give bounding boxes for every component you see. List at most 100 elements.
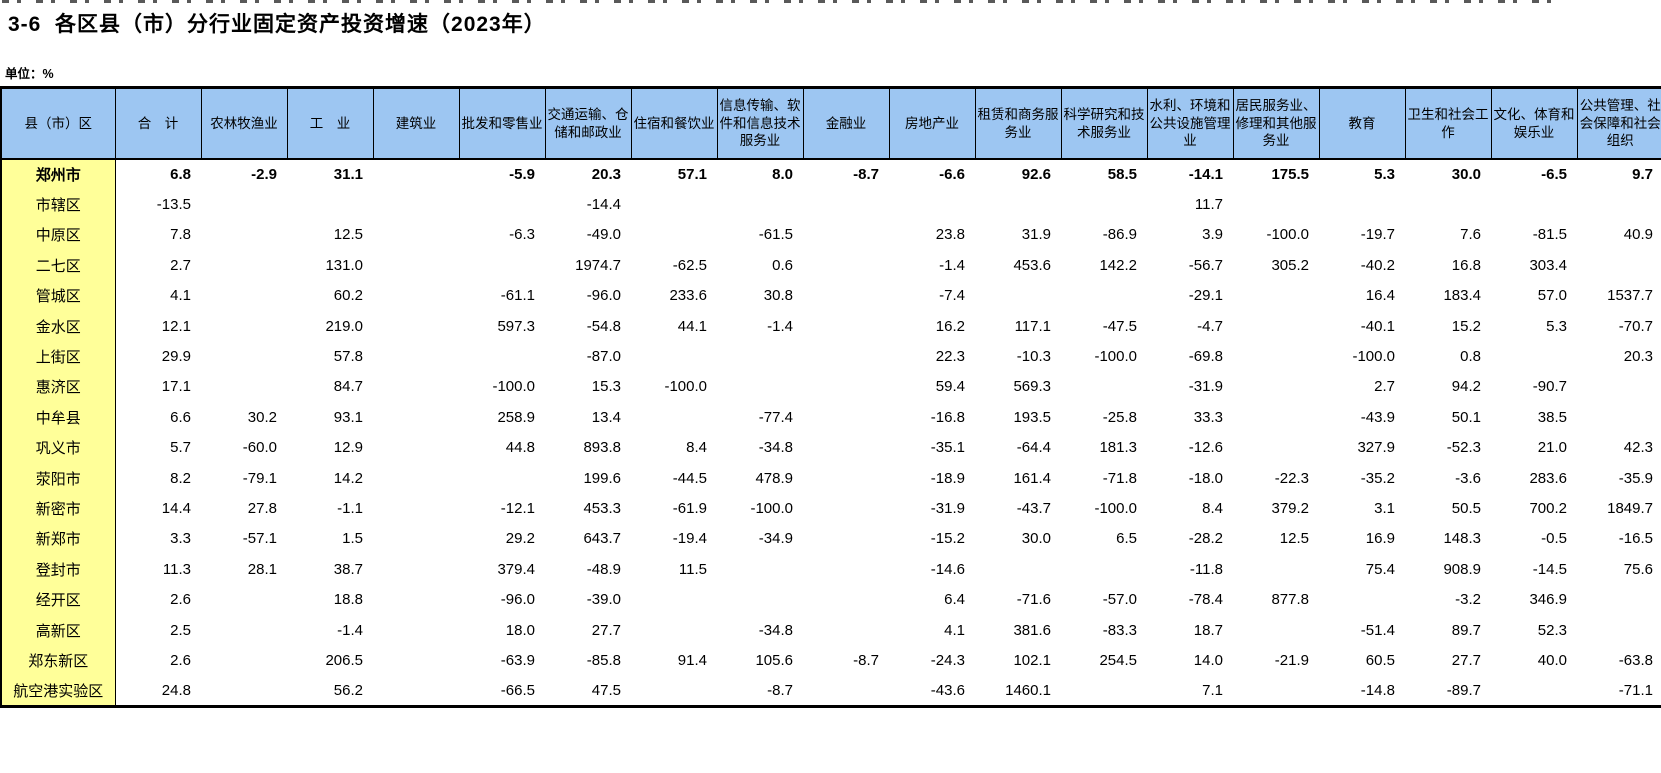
data-cell [373, 341, 459, 371]
data-cell: 18.7 [1193, 621, 1223, 639]
data-cell: 75.4 [1365, 560, 1395, 578]
column-header: 教育 [1318, 87, 1405, 160]
data-cell: 11.7 [1194, 196, 1223, 214]
data-cell: 21.0 [1537, 439, 1567, 457]
data-cell: -100.0 [1094, 499, 1137, 517]
data-cell: -70.7 [1618, 317, 1653, 335]
data-cell: 8.0 [772, 166, 793, 184]
data-cell: 57.8 [333, 348, 363, 366]
data-cell [717, 554, 803, 584]
table-body: 郑州市 6.8 -2.9 31.1 -5.9 20.3 57.1 8.0 -8.7 -6.6 92.… [1, 159, 1661, 707]
data-cell: 569.3 [1013, 378, 1051, 396]
data-cell: 28.1 [247, 560, 277, 578]
data-cell: 13.4 [591, 408, 621, 426]
unit-label: 单位：% [5, 67, 54, 81]
data-cell: 5.7 [170, 439, 191, 457]
data-cell [889, 189, 975, 219]
data-cell [1491, 676, 1577, 706]
column-header: 水利、环境和公共设施管理业 [1146, 87, 1233, 160]
data-cell: -1.4 [767, 317, 793, 335]
data-cell: 29.9 [161, 348, 191, 366]
data-cell [631, 615, 717, 645]
data-cell: 148.3 [1443, 530, 1481, 548]
data-cell [631, 402, 717, 432]
data-cell [373, 463, 459, 493]
column-header: 卫生和社会工作 [1404, 87, 1491, 160]
data-cell [459, 189, 545, 219]
data-cell: 1460.1 [1005, 681, 1051, 699]
data-cell [201, 372, 287, 402]
data-cell [1491, 189, 1577, 219]
data-cell: 40.9 [1623, 226, 1653, 244]
data-cell: -61.9 [672, 499, 707, 517]
data-cell: -8.7 [853, 166, 879, 184]
data-cell [1233, 189, 1319, 219]
data-cell: 3.9 [1202, 226, 1223, 244]
data-cell: 15.3 [591, 378, 621, 396]
data-cell: 11.5 [678, 560, 707, 578]
data-cell: -48.9 [586, 560, 621, 578]
data-cell: -54.8 [586, 317, 621, 335]
data-cell: -0.5 [1541, 530, 1567, 548]
data-cell [1491, 341, 1577, 371]
row-label: 金水区 [1, 310, 116, 342]
data-cell [803, 402, 889, 432]
data-cell: 12.5 [333, 226, 363, 244]
data-cell [201, 584, 287, 614]
data-cell: 183.4 [1443, 287, 1481, 305]
data-cell: 219.0 [325, 317, 363, 335]
data-cell [803, 250, 889, 280]
data-cell [373, 220, 459, 250]
data-cell: -52.3 [1446, 439, 1481, 457]
data-cell: 478.9 [755, 469, 793, 487]
data-cell: 27.7 [1451, 651, 1481, 669]
row-label: 登封市 [1, 554, 116, 585]
row-label: 航空港实验区 [1, 675, 116, 707]
data-cell: 700.2 [1529, 499, 1567, 517]
data-cell: -12.1 [500, 499, 535, 517]
row-label: 巩义市 [1, 432, 116, 463]
data-cell [1233, 281, 1319, 311]
data-cell [717, 189, 803, 219]
data-cell: -51.4 [1360, 621, 1395, 639]
data-cell [1233, 554, 1319, 584]
row-label: 二七区 [1, 250, 116, 281]
data-cell: 56.2 [333, 681, 363, 699]
data-cell: -39.0 [586, 591, 621, 609]
data-cell [803, 341, 889, 371]
data-cell: -77.4 [758, 408, 793, 426]
row-label: 高新区 [1, 614, 116, 646]
data-cell [1061, 554, 1147, 584]
data-cell [631, 189, 717, 219]
column-header: 工 业 [286, 87, 373, 160]
row-label: 新密市 [1, 493, 116, 524]
data-cell [373, 645, 459, 675]
data-cell: -18.9 [930, 469, 965, 487]
table-row: 管城区 4.1 60.2 -61.1 -96.0 233.6 30.8 -7.4 -29.1 16… [1, 280, 1661, 311]
data-cell: 8.4 [1202, 499, 1223, 517]
data-cell: 15.2 [1451, 317, 1481, 335]
data-cell [1061, 372, 1147, 402]
data-cell: 2.7 [170, 256, 191, 274]
table-row: 航空港实验区 24.8 56.2 -66.5 47.5 -8.7 -43.6 1460.1 7.… [1, 675, 1661, 707]
data-cell: 1849.7 [1607, 499, 1653, 517]
data-cell [1233, 433, 1319, 463]
table-header: 县（市）区合 计农林牧渔业工 业建筑业 批发和零售业 交通运输、仓储和邮政业 住宿和餐… [1, 87, 1661, 160]
data-cell: 42.3 [1623, 439, 1653, 457]
column-header: 房地产业 [888, 87, 975, 160]
data-cell: -57.1 [242, 530, 277, 548]
data-cell: 93.1 [333, 408, 363, 426]
data-cell: 1537.7 [1607, 287, 1653, 305]
data-cell: -29.1 [1188, 287, 1223, 305]
table-row: 登封市 11.3 28.1 38.7 379.4 -48.9 11.5 -14.6 -11.8 7… [1, 554, 1661, 585]
row-label: 新郑市 [1, 523, 116, 555]
data-cell: 57.1 [677, 166, 707, 184]
data-cell: 597.3 [497, 317, 535, 335]
data-cell: 5.3 [1374, 166, 1395, 184]
data-cell [373, 281, 459, 311]
column-header: 金融业 [802, 87, 889, 160]
data-cell [201, 341, 287, 371]
data-cell [631, 341, 717, 371]
data-cell [717, 584, 803, 614]
data-cell: 6.4 [944, 591, 965, 609]
